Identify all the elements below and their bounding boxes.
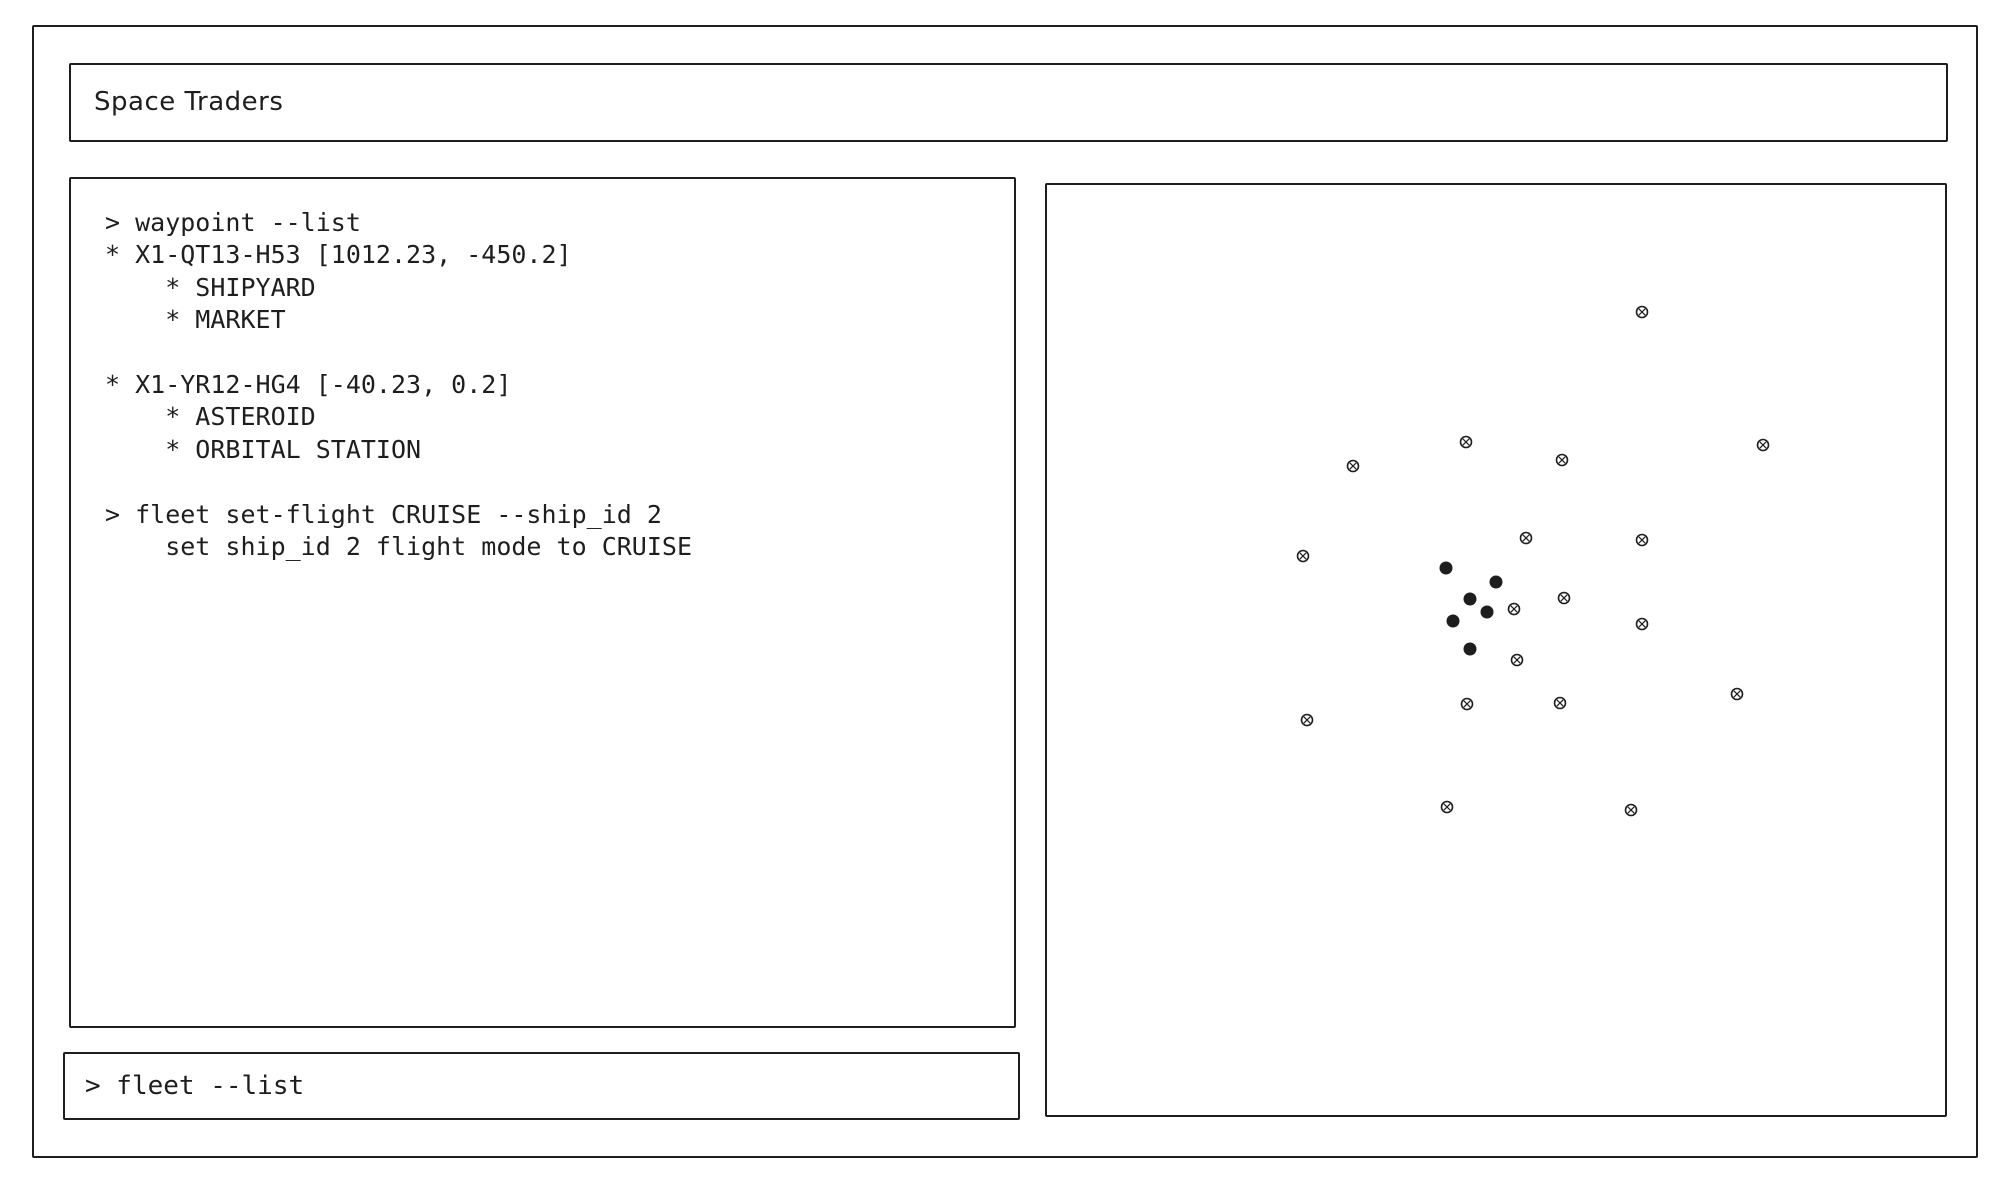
title-bar: Space Traders: [69, 63, 1948, 142]
ship-icon[interactable]: [1463, 592, 1477, 606]
console-line: * X1-QT13-H53 [1012.23, -450.2]: [105, 240, 572, 270]
waypoint-icon[interactable]: [1635, 533, 1649, 547]
waypoint-icon[interactable]: [1440, 800, 1454, 814]
waypoint-icon[interactable]: [1635, 305, 1649, 319]
waypoint-icon[interactable]: [1510, 653, 1524, 667]
waypoint-icon[interactable]: [1296, 549, 1310, 563]
console-output: > waypoint --list * X1-QT13-H53 [1012.23,…: [105, 207, 692, 563]
console-line: * SHIPYARD: [105, 272, 316, 302]
ship-icon[interactable]: [1446, 614, 1460, 628]
app-window: [32, 25, 1978, 1158]
command-input[interactable]: [85, 1064, 985, 1108]
ship-icon[interactable]: [1463, 642, 1477, 656]
console-line: * ASTEROID: [105, 402, 316, 432]
waypoint-icon[interactable]: [1557, 591, 1571, 605]
waypoint-icon[interactable]: [1346, 459, 1360, 473]
console-line: > fleet set-flight CRUISE --ship_id 2: [105, 499, 662, 529]
command-bar[interactable]: [63, 1052, 1020, 1120]
waypoint-icon[interactable]: [1553, 696, 1567, 710]
waypoint-icon[interactable]: [1730, 687, 1744, 701]
waypoint-icon[interactable]: [1635, 617, 1649, 631]
waypoint-icon[interactable]: [1460, 697, 1474, 711]
console-line: [105, 466, 692, 498]
waypoint-icon[interactable]: [1624, 803, 1638, 817]
waypoint-icon[interactable]: [1519, 531, 1533, 545]
waypoint-icon[interactable]: [1507, 602, 1521, 616]
waypoint-icon[interactable]: [1555, 453, 1569, 467]
console-line: [105, 337, 692, 369]
ship-icon[interactable]: [1439, 561, 1453, 575]
console-line: > waypoint --list: [105, 208, 361, 237]
console-line: * MARKET: [105, 305, 286, 335]
console-output-panel: > waypoint --list * X1-QT13-H53 [1012.23,…: [69, 177, 1016, 1028]
app-title: Space Traders: [94, 87, 284, 117]
waypoint-icon[interactable]: [1300, 713, 1314, 727]
ship-icon[interactable]: [1480, 605, 1494, 619]
system-map[interactable]: [1047, 185, 1945, 1115]
console-line: * X1-YR12-HG4 [-40.23, 0.2]: [105, 369, 512, 399]
waypoint-icon[interactable]: [1459, 435, 1473, 449]
console-line: * ORBITAL STATION: [105, 434, 422, 464]
system-map-panel[interactable]: [1045, 183, 1947, 1117]
console-line: set ship_id 2 flight mode to CRUISE: [105, 531, 692, 561]
ship-icon[interactable]: [1489, 575, 1503, 589]
waypoint-icon[interactable]: [1756, 438, 1770, 452]
